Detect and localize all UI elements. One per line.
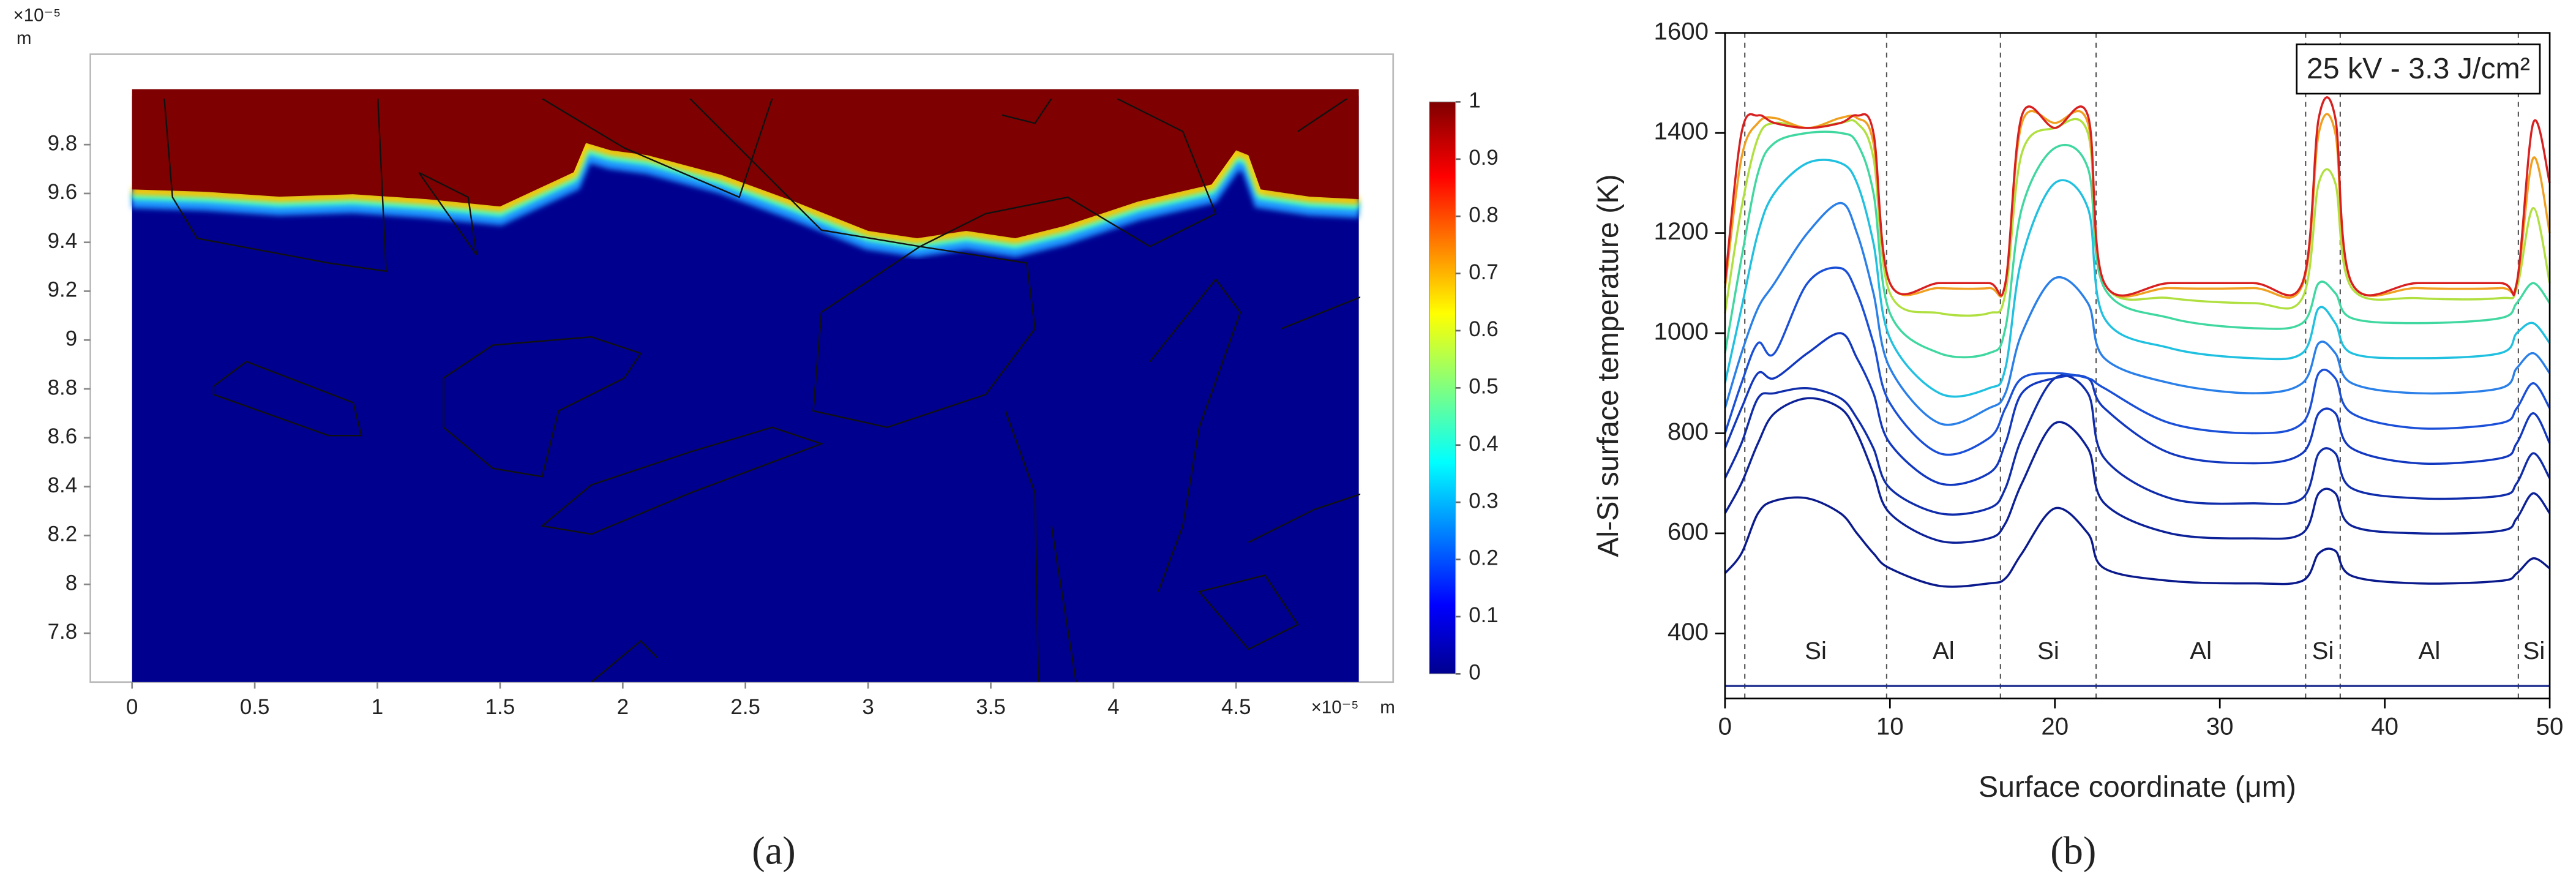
colorbar-tick-label: 0.3 [1469, 489, 1498, 513]
region-label: Si [1805, 637, 1827, 664]
colorbar-tick-label: 0.7 [1469, 260, 1498, 284]
x-tick-label: 0 [126, 695, 138, 719]
interface-glow [132, 144, 1359, 249]
x-tick-label: 1.5 [485, 695, 515, 719]
temperature-curve [1724, 159, 2551, 398]
y-tick-label: 7.8 [48, 620, 77, 644]
colorbar-tick-label: 0.5 [1469, 375, 1498, 399]
y-tick-label: 9 [66, 326, 77, 350]
x-tick-label: 0 [1718, 713, 1732, 740]
region-label: Si [2037, 637, 2059, 664]
temperature-curve [1724, 332, 2551, 486]
region-label: Si [2523, 637, 2545, 664]
x-axis-label: Surface coordinate (μm) [1979, 770, 2296, 803]
region-label: Al [2190, 637, 2212, 664]
x-tick-label: 10 [1876, 713, 1904, 740]
grain-contour [689, 99, 1217, 247]
y-tick-label: 8 [66, 571, 77, 595]
grain-contour [1149, 278, 1241, 592]
temperature-curve [1724, 374, 2551, 516]
y-tick-label: 800 [1668, 418, 1709, 445]
grain-contour [1005, 410, 1077, 682]
y-tick-label: 8.4 [48, 473, 77, 497]
region-label: Si [2312, 637, 2334, 664]
grain-contour [1002, 99, 1348, 132]
y-tick-label: 9.8 [48, 131, 77, 155]
temperature-curve [1724, 201, 2551, 426]
x-exponent: ×10⁻⁵ [1311, 697, 1359, 717]
temperature-curve [1724, 110, 2551, 299]
y-tick-label: 1400 [1653, 118, 1709, 145]
colorbar-tick-label: 0.6 [1469, 317, 1498, 341]
temperature-curve [1724, 96, 2551, 297]
grain-contour [540, 426, 824, 535]
x-tick-label: 3.5 [976, 695, 1005, 719]
x-tick-label: 4 [1107, 695, 1119, 719]
y-axis-label: Al-Si surface temperature (K) [1592, 174, 1625, 557]
x-unit: m [1380, 697, 1395, 717]
y-tick-label: 8.6 [48, 424, 77, 448]
colorbar-tick-label: 0 [1469, 661, 1480, 685]
x-tick-label: 4.5 [1221, 695, 1251, 719]
region-label: Al [2418, 637, 2440, 664]
y-tick-label: 9.6 [48, 180, 77, 204]
x-tick-label: 3 [862, 695, 874, 719]
grain-contour [591, 640, 658, 682]
temperature-curve [1724, 266, 2551, 456]
grain-contour [418, 171, 477, 255]
y-exponent: ×10⁻⁵ [13, 6, 61, 26]
colorbar [1429, 101, 1456, 674]
y-tick-label: 1200 [1653, 217, 1709, 245]
region-label: Al [1933, 637, 1955, 664]
y-tick-label: 9.2 [48, 278, 77, 302]
interface-glow [132, 145, 1360, 258]
y-tick-label: 1600 [1653, 17, 1709, 45]
x-tick-label: 2.5 [730, 695, 760, 719]
grain-contour [163, 99, 387, 273]
y-tick-label: 1000 [1653, 318, 1709, 345]
y-tick-label: 400 [1668, 618, 1709, 645]
y-tick-label: 8.2 [48, 522, 77, 546]
grain-contour [541, 99, 773, 198]
temperature-curve [1724, 496, 2551, 588]
y-tick-label: 600 [1668, 518, 1709, 546]
x-tick-label: 2 [617, 695, 629, 719]
grain-contour [443, 336, 642, 478]
temperature-curve [1724, 130, 2551, 359]
y-tick-label: 9.4 [48, 229, 77, 253]
colorbar-tick-label: 0.2 [1469, 546, 1498, 570]
x-tick-label: 0.5 [240, 695, 269, 719]
colorbar-tick-label: 0.9 [1469, 146, 1498, 170]
panel-label: (a) [752, 829, 795, 872]
annotation-box [2296, 43, 2541, 95]
colorbar-tick-label: 0.1 [1469, 603, 1498, 627]
colorbar-tick-label: 0.4 [1469, 432, 1498, 456]
x-tick-label: 1 [372, 695, 383, 719]
y-tick-label: 8.8 [48, 375, 77, 399]
grain-contour [212, 361, 362, 437]
plot-layer: 0 0.5 1 1.5 2 2.5 3 3.5 4 4.5 7.8 8 8.2 8.4 8.6 8.8 9 9.2… [13, 6, 2563, 873]
grain-contour [1197, 296, 1361, 650]
panel-label: (b) [2050, 829, 2096, 872]
temperature-curve [1724, 397, 2551, 544]
annotation: 25 kV - 3.3 J/cm² [2307, 52, 2530, 85]
y-unit: m [17, 28, 32, 48]
plot-frame [1724, 32, 2551, 699]
x-tick-label: 30 [2206, 713, 2234, 740]
grain-contours [163, 99, 1361, 682]
temperature-curve [1724, 118, 2551, 317]
grain-contour [812, 246, 1036, 429]
colorbar-tick-label: 1 [1469, 89, 1480, 113]
colorbar-tick-label: 0.8 [1469, 203, 1498, 227]
x-tick-label: 20 [2041, 713, 2069, 740]
interface-glow [132, 139, 1359, 244]
x-tick-label: 50 [2536, 713, 2564, 740]
x-tick-label: 40 [2371, 713, 2398, 740]
